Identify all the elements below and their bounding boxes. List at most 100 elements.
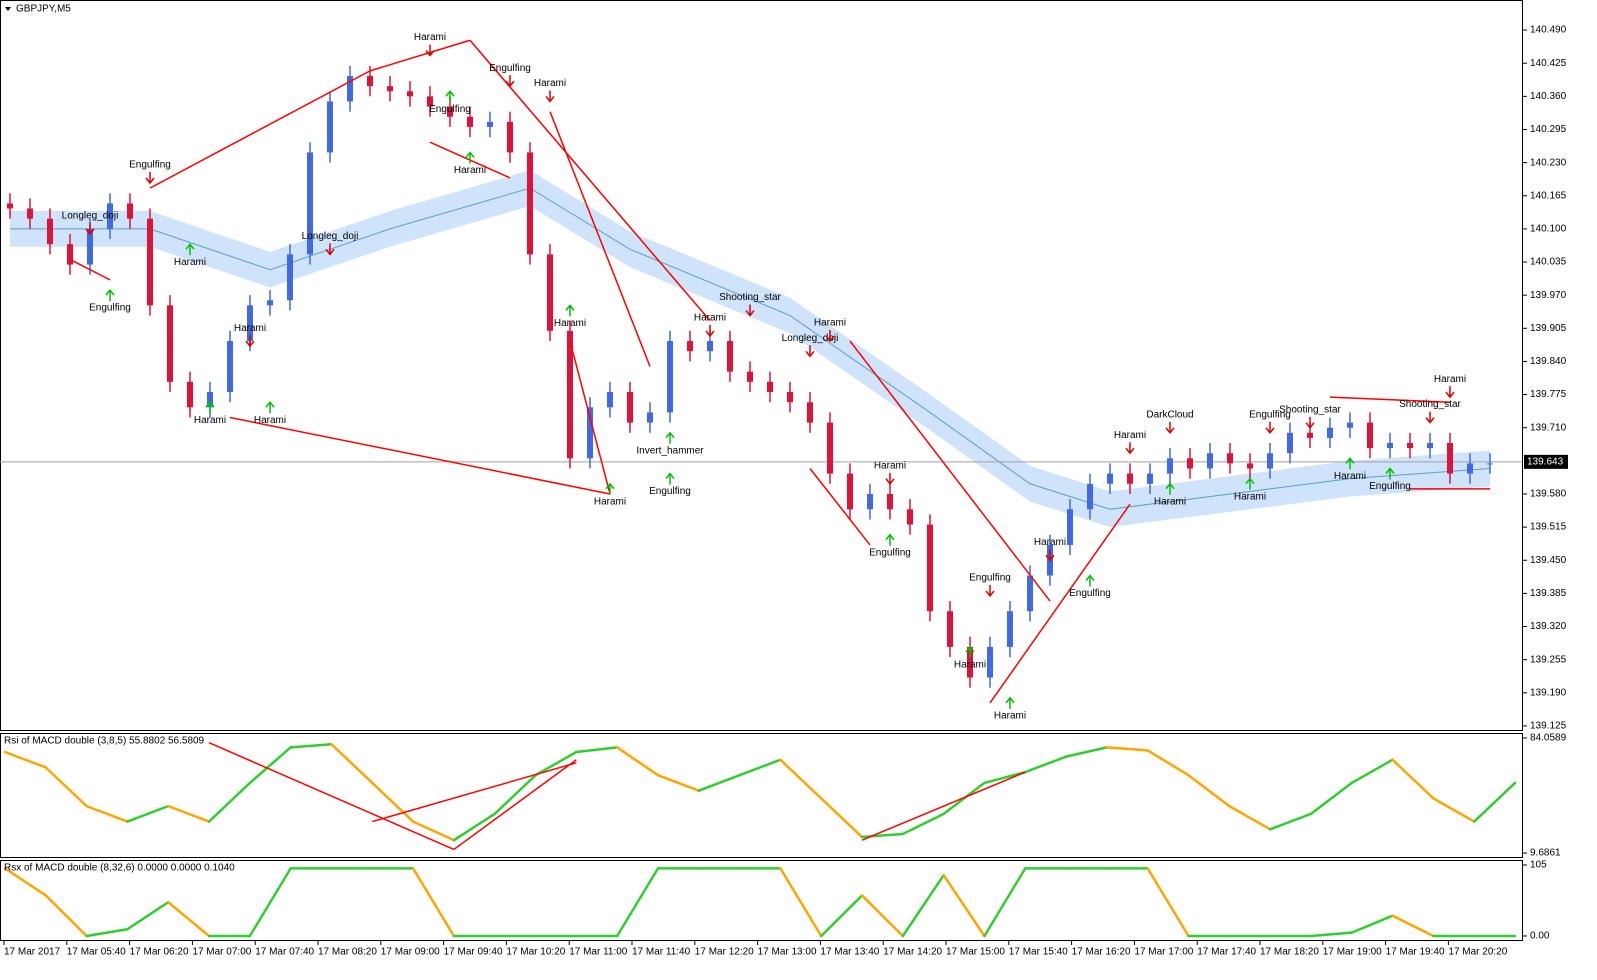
pattern-label: Engulfing — [1249, 409, 1291, 420]
x-tick-label: 17 Mar 10:20 — [506, 947, 565, 958]
oscillator-segment — [615, 746, 660, 777]
candle-body — [1187, 458, 1193, 469]
oscillator-segment — [85, 804, 129, 823]
oscillator-segment — [3, 750, 48, 769]
candle-body — [967, 646, 973, 678]
candle-body — [327, 101, 333, 153]
bear-arrow — [1445, 386, 1455, 399]
bear-arrow — [825, 330, 835, 343]
y-tick-label: 140.490 — [1530, 25, 1567, 36]
candle-body — [827, 422, 833, 474]
oscillator-segment — [983, 770, 1027, 785]
candle-body — [927, 524, 933, 612]
y-tick-label: 139.385 — [1530, 588, 1567, 599]
oscillator-segment — [575, 746, 619, 754]
bull-arrow — [105, 288, 115, 302]
trend-line — [208, 742, 455, 851]
bear-arrow — [1045, 549, 1055, 562]
bull-arrow — [665, 431, 675, 444]
oscillator-segment — [126, 900, 170, 931]
y-tick-label: 139.255 — [1530, 654, 1567, 665]
trend-line — [369, 39, 471, 72]
x-tick-label: 17 Mar 12:20 — [695, 947, 754, 958]
x-tick-label: 17 Mar 14:20 — [883, 947, 942, 958]
pattern-label: DarkCloud — [1146, 409, 1193, 420]
pattern-label: Engulfing — [489, 63, 531, 74]
bull-arrow — [885, 533, 895, 546]
oscillator-segment — [819, 797, 864, 839]
y-tick-label: 139.840 — [1530, 356, 1567, 367]
candle-body — [447, 106, 453, 117]
y-tick-label: 139.970 — [1530, 290, 1567, 301]
oscillator-segment — [615, 867, 660, 938]
bull-arrow — [1345, 457, 1355, 470]
envelope-middle — [10, 187, 1491, 510]
x-tick-label: 17 Mar 17:00 — [1134, 947, 1193, 958]
candle-body — [1287, 432, 1293, 454]
oscillator-segment — [1309, 781, 1354, 816]
bear-arrow — [545, 90, 555, 103]
bear-arrow — [1165, 421, 1175, 435]
oscillator-segment — [411, 820, 456, 842]
candle-body — [687, 341, 693, 352]
candle-body — [587, 407, 593, 459]
x-tick-label: 17 Mar 05:40 — [67, 947, 126, 958]
oscillator-segment — [819, 894, 864, 938]
rsi-panel-frame — [0, 733, 1523, 858]
candle-body — [167, 305, 173, 382]
oscillator-segment — [1105, 746, 1149, 752]
oscillator-segment — [779, 867, 823, 938]
oscillator-segment — [1187, 773, 1231, 808]
x-tick-label: 17 Mar 15:00 — [946, 947, 1005, 958]
y-tick-label: 140.100 — [1530, 224, 1567, 235]
candle-body — [1007, 611, 1013, 647]
y-tick-label: 140.425 — [1530, 58, 1567, 69]
rsx-panel-frame — [0, 860, 1523, 941]
y-tick-label: 0.00 — [1530, 931, 1550, 942]
candle-body — [467, 116, 473, 127]
candle-body — [1307, 432, 1313, 438]
pattern-label: Harami — [254, 415, 286, 426]
oscillator-segment — [1146, 867, 1190, 938]
x-tick-label: 17 Mar 08:20 — [318, 947, 377, 958]
y-tick-label: 140.360 — [1530, 91, 1567, 102]
x-tick-label: 17 Mar 20:20 — [1448, 947, 1507, 958]
candle-body — [1107, 473, 1113, 484]
pattern-label: Harami — [994, 711, 1026, 722]
oscillator-segment — [1228, 804, 1272, 831]
candle-body — [567, 330, 573, 459]
bull-arrow — [605, 482, 615, 495]
candle-body — [747, 371, 753, 382]
symbol-menu-icon[interactable] — [5, 7, 11, 11]
candle-body — [1127, 473, 1133, 484]
candle-body — [67, 244, 73, 265]
x-tick-label: 17 Mar 2017 — [4, 947, 61, 958]
pattern-label: Shooting_star — [1399, 399, 1461, 410]
candle-body — [547, 254, 553, 331]
candle-body — [727, 341, 733, 372]
pattern-label: Invert_hammer — [636, 445, 704, 456]
main-panel-frame — [0, 0, 1523, 731]
candle-body — [267, 300, 273, 306]
bull-arrow — [265, 401, 275, 414]
pattern-label: Harami — [174, 257, 206, 268]
oscillator-segment — [983, 867, 1027, 938]
x-tick-label: 17 Mar 09:00 — [381, 947, 440, 958]
oscillator-segment — [860, 832, 905, 839]
pattern-label: Longleg_doji — [302, 231, 359, 242]
oscillator-segment — [248, 746, 292, 785]
candle-body — [207, 392, 213, 408]
bull-arrow — [465, 151, 475, 164]
x-tick-label: 17 Mar 07:00 — [192, 947, 251, 958]
pattern-label: Harami — [534, 78, 566, 89]
oscillator-segment — [289, 743, 333, 749]
rsx-title: Rsx of MACD double (8,32,6) 0.0000 0.000… — [4, 863, 235, 874]
bull-arrow — [205, 401, 215, 414]
candle-body — [607, 392, 613, 408]
candle-body — [647, 412, 653, 423]
candle-body — [1367, 422, 1373, 449]
pattern-label: Longleg_doji — [62, 211, 119, 222]
candle-body — [1247, 463, 1253, 469]
candle-body — [847, 473, 853, 510]
trend-line — [149, 70, 371, 189]
